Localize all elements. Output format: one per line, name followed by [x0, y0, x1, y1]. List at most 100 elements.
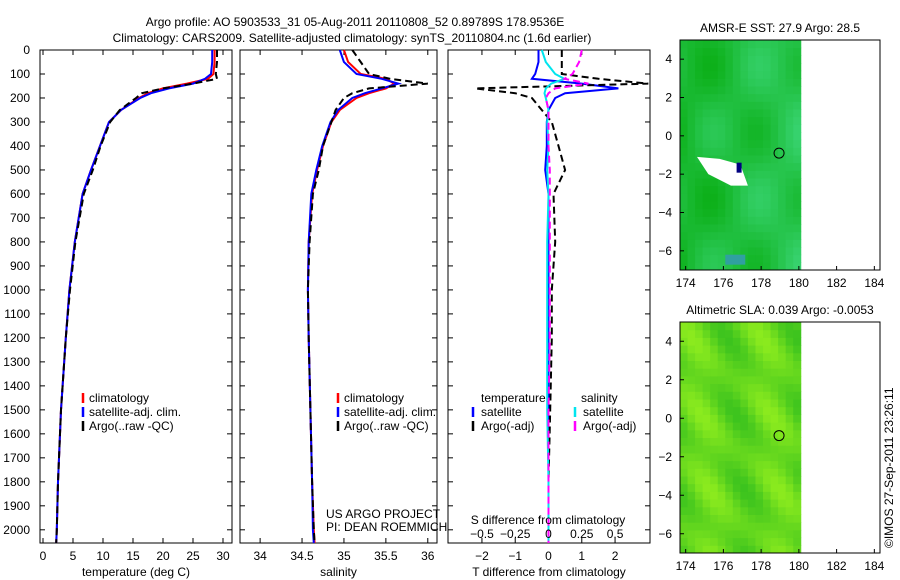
map-cell: [732, 185, 741, 194]
map-cell: [702, 514, 711, 523]
map-cell: [778, 162, 787, 171]
map-cell: [717, 529, 726, 539]
map-cell: [793, 208, 802, 217]
map-cell: [740, 352, 749, 361]
map-cell: [725, 414, 734, 423]
map-cell: [770, 437, 779, 446]
map-cell: [740, 93, 749, 102]
map-frame: [679, 39, 881, 271]
map-cell: [725, 345, 734, 354]
map-cell: [763, 147, 772, 156]
map-cell: [770, 468, 779, 477]
map-cell: [755, 545, 764, 554]
map-cell: [725, 63, 734, 72]
depth-tick-label: 2000: [3, 523, 30, 537]
map-cell: [755, 63, 764, 72]
map-cell: [770, 375, 779, 385]
map-cell: [680, 383, 689, 392]
map-cell: [793, 224, 802, 233]
map-cell: [702, 55, 711, 64]
map-cell: [763, 40, 772, 49]
map-cell: [687, 55, 696, 64]
map-cell: [770, 329, 779, 338]
lat-tick-label: 0: [665, 129, 672, 143]
map-cell: [740, 322, 749, 331]
map-cell: [695, 132, 704, 141]
map-cell: [763, 514, 772, 523]
map-cell: [710, 116, 719, 125]
map-cell: [732, 262, 741, 271]
map-cell: [680, 162, 689, 171]
map-cell: [710, 499, 719, 508]
map-cell: [763, 224, 772, 233]
map-cell: [695, 352, 704, 361]
map-cell: [680, 345, 689, 354]
map-cell: [793, 322, 802, 331]
map-cell: [763, 329, 772, 338]
map-cell: [770, 483, 779, 492]
map-cell: [778, 55, 787, 64]
map-cell: [710, 101, 719, 110]
map-cell: [770, 406, 779, 415]
lon-tick-label: 178: [751, 276, 771, 290]
map-cell: [785, 139, 794, 148]
map-cell: [740, 139, 749, 148]
map-cell: [725, 93, 734, 102]
map-cell: [717, 124, 726, 133]
lon-tick-label: 174: [676, 276, 696, 290]
map-cell: [770, 247, 779, 256]
map-cell: [747, 86, 756, 95]
map-cell: [695, 254, 704, 263]
depth-tick-label: 1700: [3, 451, 30, 465]
map-cell: [793, 178, 802, 187]
legend-label: satellite: [481, 405, 522, 419]
map-cell: [778, 254, 787, 263]
map-cell: [687, 132, 696, 141]
map-cell: [763, 101, 772, 110]
map-cell: [732, 345, 741, 354]
map-cell: [717, 391, 726, 400]
map-cell: [717, 468, 726, 477]
map-cell: [725, 476, 734, 485]
map-cell: [763, 201, 772, 210]
map-cell: [740, 231, 749, 240]
map-cell: [770, 337, 779, 346]
map-cell: [770, 178, 779, 187]
depth-tick-label: 1600: [3, 427, 30, 441]
map-cell: [680, 468, 689, 477]
map-cell: [680, 375, 689, 385]
map-cell: [793, 147, 802, 156]
map-cell: [785, 63, 794, 72]
map-cell: [732, 375, 741, 385]
map-cell: [732, 337, 741, 346]
map-cell: [695, 47, 704, 56]
map-cell: [717, 132, 726, 141]
map-cell: [755, 406, 764, 415]
map-cell: [702, 132, 711, 141]
map-cell: [763, 247, 772, 256]
map-cell: [770, 452, 779, 462]
map-cell: [778, 476, 787, 485]
map-cell: [710, 437, 719, 446]
map-cell: [770, 383, 779, 392]
map-cell: [785, 391, 794, 400]
map-cell: [687, 445, 696, 454]
map-cell: [793, 193, 802, 202]
map-cell: [747, 322, 756, 331]
map-cell: [702, 437, 711, 446]
map-cell: [680, 55, 689, 64]
map-cell: [793, 499, 802, 508]
map-cell: [763, 522, 772, 531]
map-cell: [702, 193, 711, 202]
map-cell: [740, 78, 749, 87]
map-cell: [755, 93, 764, 102]
map-cell: [763, 499, 772, 508]
map-cell: [717, 422, 726, 431]
map-cell: [687, 452, 696, 462]
map-cell: [785, 422, 794, 431]
map-cell: [710, 178, 719, 187]
map-cell: [740, 216, 749, 225]
map-cell: [710, 132, 719, 141]
map-cell: [687, 514, 696, 523]
map-cell: [695, 208, 704, 217]
